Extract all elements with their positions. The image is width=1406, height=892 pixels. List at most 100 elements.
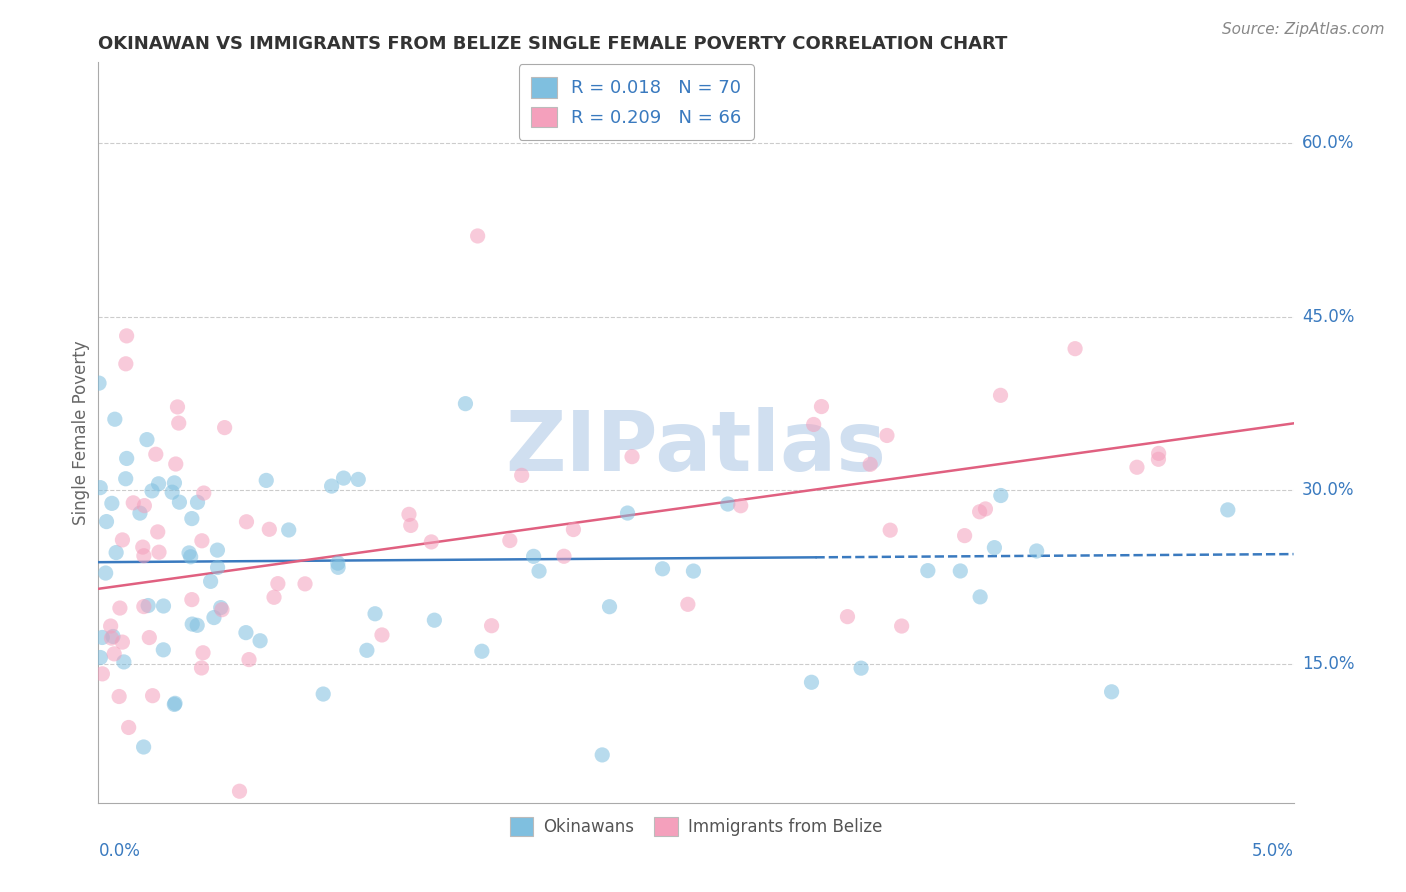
Point — [108, 601, 131, 615]
Point — [249, 633, 271, 648]
Point — [1216, 503, 1239, 517]
Point — [152, 643, 174, 657]
Point — [122, 496, 145, 510]
Point — [481, 618, 503, 632]
Text: OKINAWAN VS IMMIGRANTS FROM BELIZE SINGLE FEMALE POVERTY CORRELATION CHART: OKINAWAN VS IMMIGRANTS FROM BELIZE SINGL… — [98, 35, 1008, 53]
Point — [347, 472, 370, 486]
Point — [238, 652, 260, 666]
Text: 15.0%: 15.0% — [1302, 655, 1354, 673]
Point — [138, 631, 160, 645]
Text: Source: ZipAtlas.com: Source: ZipAtlas.com — [1222, 22, 1385, 37]
Point — [145, 447, 167, 461]
Point — [467, 229, 489, 244]
Text: 60.0%: 60.0% — [1302, 135, 1354, 153]
Point — [259, 522, 281, 536]
Point — [111, 635, 134, 649]
Point — [917, 564, 939, 578]
Point — [1025, 544, 1047, 558]
Point — [621, 450, 644, 464]
Point — [717, 497, 740, 511]
Point — [471, 644, 494, 658]
Legend: Okinawans, Immigrants from Belize: Okinawans, Immigrants from Belize — [503, 810, 889, 843]
Point — [148, 545, 170, 559]
Point — [132, 599, 155, 614]
Point — [990, 489, 1012, 503]
Point — [983, 541, 1005, 555]
Point — [96, 515, 118, 529]
Point — [180, 511, 202, 525]
Point — [181, 617, 204, 632]
Point — [100, 619, 122, 633]
Point — [312, 687, 335, 701]
Point — [177, 546, 200, 560]
Point — [730, 499, 752, 513]
Point — [136, 433, 159, 447]
Point — [191, 646, 214, 660]
Point — [112, 655, 135, 669]
Point — [676, 597, 699, 611]
Point — [859, 458, 882, 472]
Point — [953, 528, 976, 542]
Point — [132, 549, 155, 563]
Point — [420, 535, 443, 549]
Point — [651, 562, 673, 576]
Point — [499, 533, 522, 548]
Point — [1147, 446, 1170, 460]
Point — [803, 417, 825, 432]
Point — [849, 661, 872, 675]
Point — [101, 630, 124, 644]
Point — [207, 543, 229, 558]
Point — [1101, 685, 1123, 699]
Point — [186, 495, 208, 509]
Point — [876, 428, 898, 442]
Point — [969, 505, 991, 519]
Point — [235, 625, 257, 640]
Text: 5.0%: 5.0% — [1251, 842, 1294, 860]
Point — [180, 592, 202, 607]
Y-axis label: Single Female Poverty: Single Female Poverty — [72, 341, 90, 524]
Point — [186, 618, 208, 632]
Point — [163, 698, 186, 712]
Text: 30.0%: 30.0% — [1302, 482, 1354, 500]
Point — [87, 376, 110, 391]
Point — [132, 739, 155, 754]
Point — [523, 549, 546, 564]
Point — [166, 400, 188, 414]
Point — [591, 747, 613, 762]
Point — [949, 564, 972, 578]
Point — [191, 533, 214, 548]
Point — [193, 486, 215, 500]
Point — [527, 564, 550, 578]
Point — [165, 457, 187, 471]
Point — [398, 508, 420, 522]
Point — [136, 599, 159, 613]
Point — [510, 468, 533, 483]
Point — [371, 628, 394, 642]
Point — [142, 689, 165, 703]
Point — [132, 540, 155, 554]
Point — [104, 412, 127, 426]
Point — [332, 471, 354, 485]
Point — [129, 506, 152, 520]
Point — [103, 647, 125, 661]
Point — [969, 590, 991, 604]
Point — [326, 556, 349, 570]
Point — [167, 416, 190, 430]
Point — [160, 485, 183, 500]
Point — [207, 560, 229, 574]
Point — [364, 607, 387, 621]
Point — [108, 690, 131, 704]
Point — [211, 603, 233, 617]
Point — [146, 524, 169, 539]
Point — [254, 474, 277, 488]
Point — [202, 610, 225, 624]
Point — [267, 576, 290, 591]
Point — [105, 545, 128, 559]
Point — [454, 397, 477, 411]
Point — [562, 523, 585, 537]
Point — [294, 577, 316, 591]
Point — [1126, 460, 1149, 475]
Point — [837, 609, 859, 624]
Point — [134, 499, 156, 513]
Text: 45.0%: 45.0% — [1302, 308, 1354, 326]
